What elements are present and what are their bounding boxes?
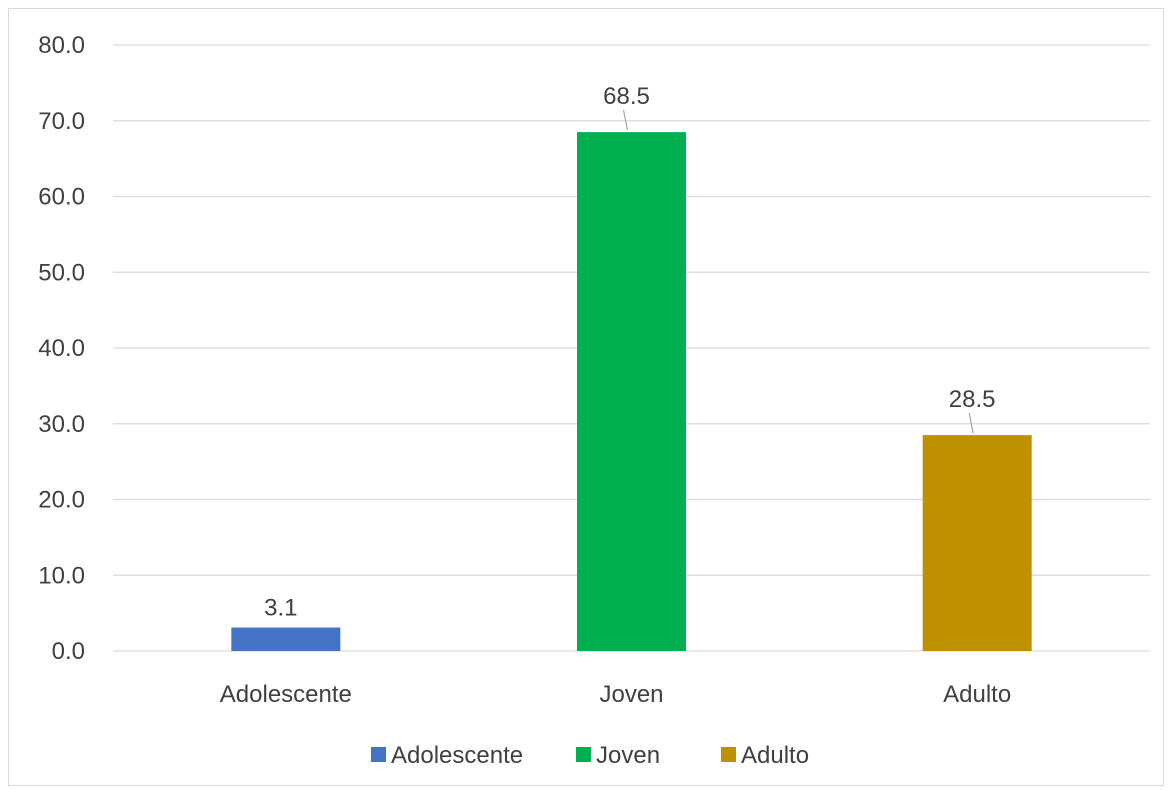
legend-swatch-adolescente [371, 747, 386, 762]
legend-swatch-joven [576, 747, 591, 762]
y-tick-label-2: 20.0 [38, 487, 85, 514]
data-label-adulto: 28.5 [949, 386, 996, 413]
legend-label-joven: Joven [596, 742, 660, 769]
legend: Adolescente Joven Adulto [371, 742, 809, 769]
y-tick-label-4: 40.0 [38, 335, 85, 362]
bars [231, 132, 1032, 652]
legend-swatch-adulto [721, 747, 736, 762]
x-tick-label-joven: Joven [599, 681, 663, 708]
data-labels: 3.1 68.5 28.5 [264, 83, 995, 621]
y-tick-label-8: 80.0 [38, 32, 85, 59]
y-tick-label-7: 70.0 [38, 108, 85, 135]
bar-joven [577, 132, 686, 652]
x-tick-label-adolescente: Adolescente [220, 681, 352, 708]
y-tick-label-1: 10.0 [38, 562, 85, 589]
bar-adulto [922, 435, 1032, 651]
data-label-joven: 68.5 [603, 83, 650, 110]
y-tick-label-0: 0.0 [52, 638, 85, 665]
data-label-leader-1 [622, 109, 629, 131]
data-label-leader-2 [968, 412, 974, 434]
legend-label-adulto: Adulto [741, 742, 809, 769]
y-tick-label-6: 60.0 [38, 184, 85, 211]
y-axis-tick-labels: 0.0 10.0 20.0 30.0 40.0 50.0 60.0 70.0 80.0 [38, 32, 85, 665]
x-tick-label-adulto: Adulto [943, 681, 1011, 708]
data-label-adolescente: 3.1 [264, 595, 297, 622]
y-tick-label-5: 50.0 [38, 259, 85, 286]
y-tick-label-3: 30.0 [38, 411, 85, 438]
x-axis-tick-labels: Adolescente Joven Adulto [220, 681, 1011, 708]
legend-label-adolescente: Adolescente [391, 742, 523, 769]
bar-adolescente [231, 627, 341, 651]
